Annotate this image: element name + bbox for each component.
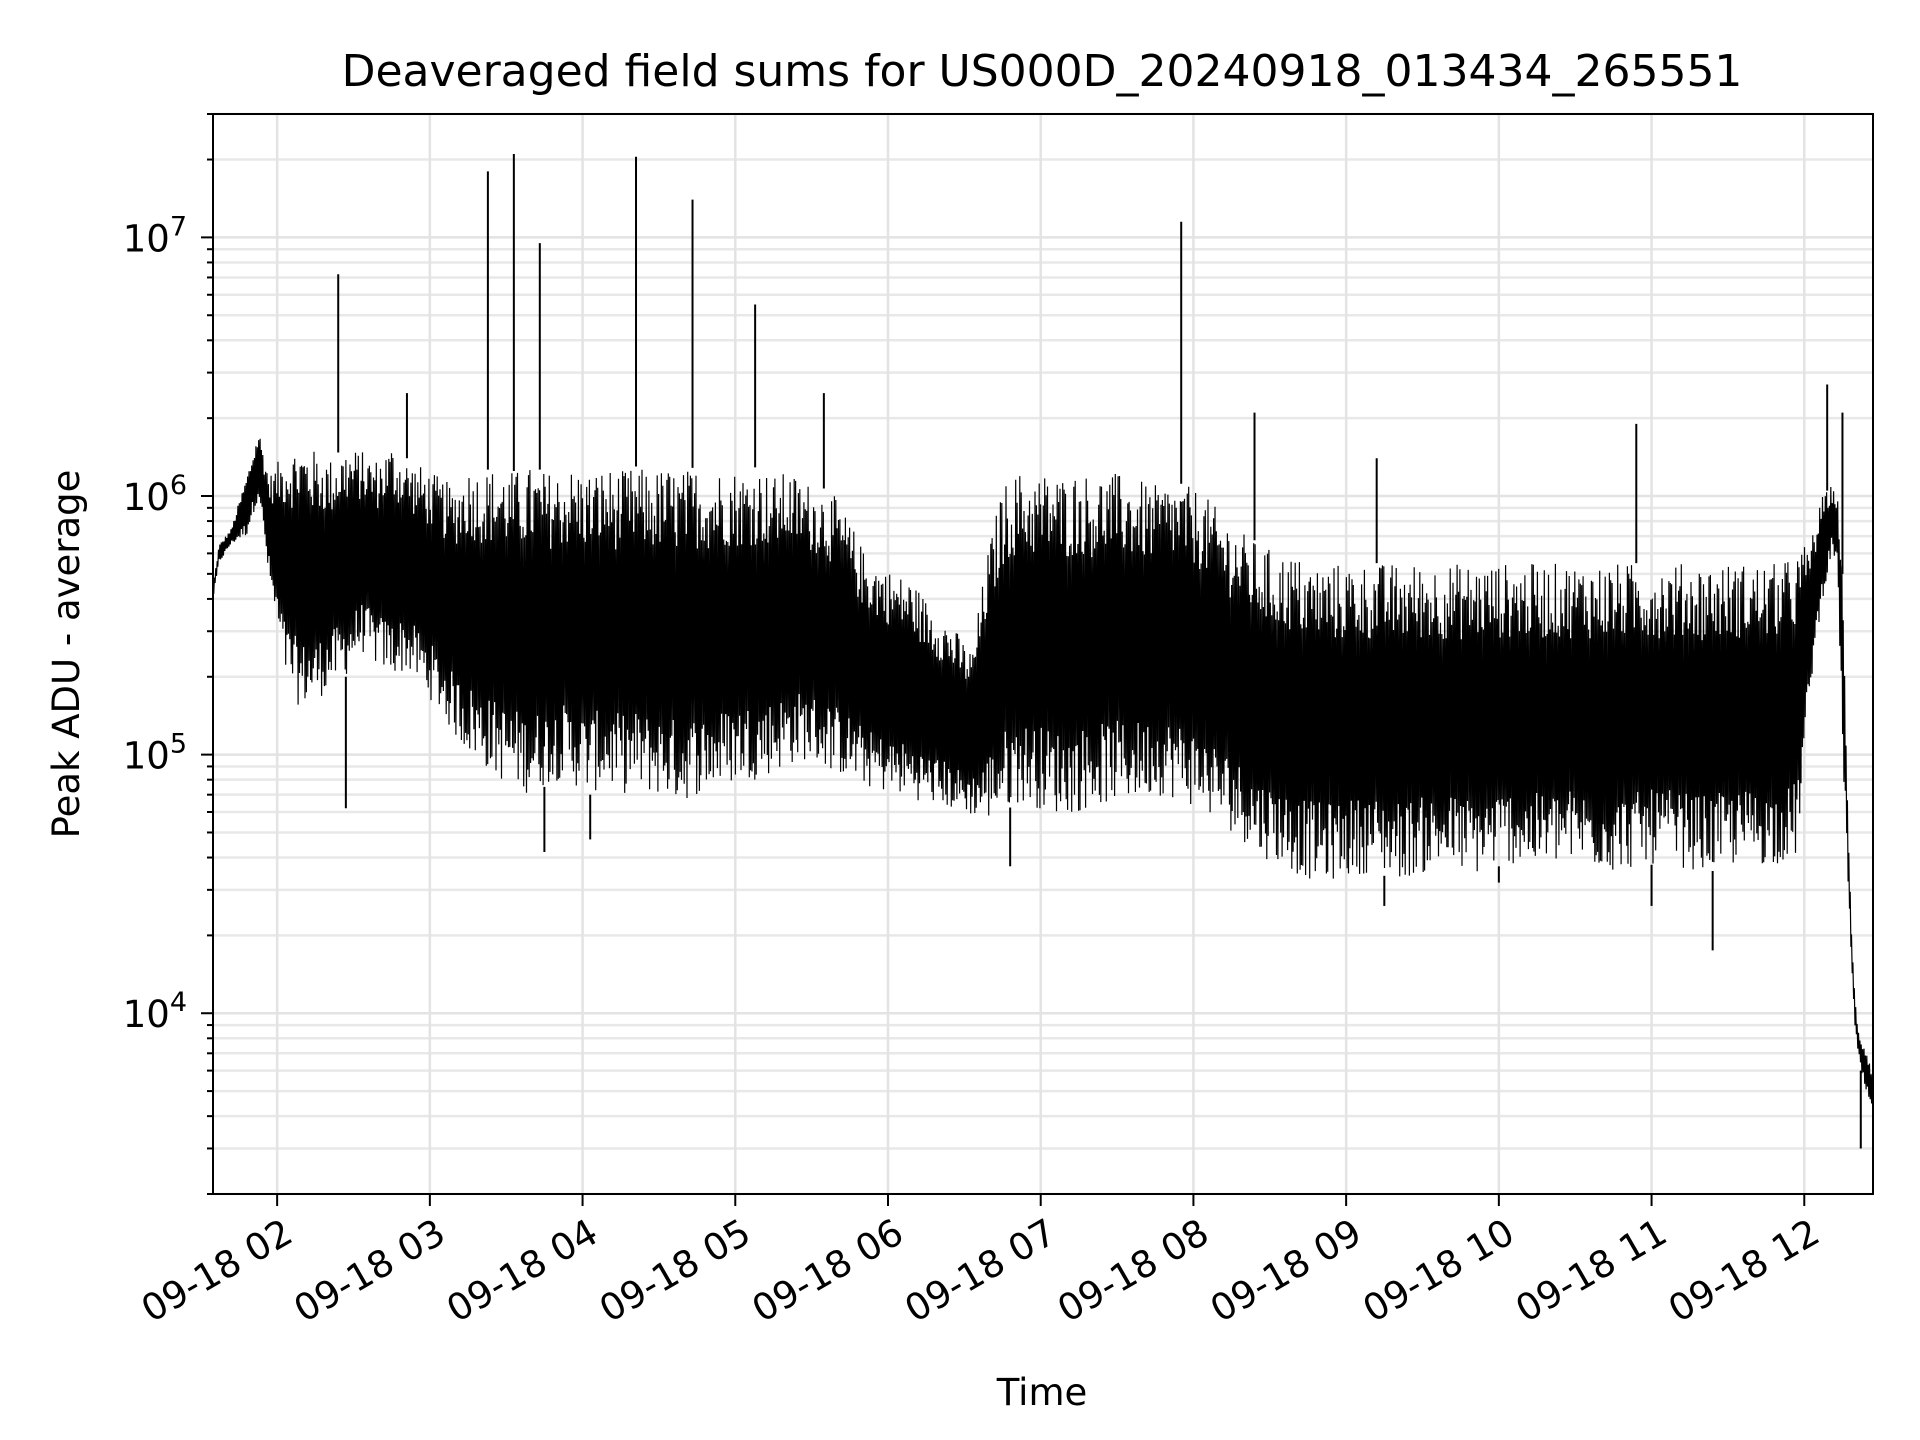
x-tick-label: 09-18 07	[898, 1211, 1064, 1331]
plot-frame	[212, 113, 1874, 1195]
x-tick-label: 09-18 03	[287, 1211, 453, 1331]
series-layer	[212, 154, 1874, 1149]
y-tick-label: 104	[123, 987, 187, 1036]
y-axis-label: Peak ADU - average	[45, 470, 88, 839]
y-tick-label: 105	[123, 729, 187, 778]
y-tick-label: 106	[123, 470, 187, 519]
x-tick-label: 09-18 12	[1661, 1211, 1827, 1331]
x-tick-label: 09-18 10	[1356, 1211, 1522, 1331]
x-tick-label: 09-18 05	[592, 1211, 758, 1331]
x-tick-label: 09-18 08	[1050, 1211, 1216, 1331]
x-axis-label: Time	[996, 1371, 1088, 1414]
y-axis: 104 105 106 107	[123, 113, 213, 1195]
x-tick-label: 09-18 09	[1203, 1211, 1369, 1331]
x-tick-label: 09-18 11	[1508, 1211, 1674, 1331]
x-tick-label: 09-18 04	[439, 1211, 605, 1331]
x-tick-label: 09-18 06	[745, 1211, 911, 1331]
series-trace	[212, 438, 1874, 1107]
y-tick-label: 107	[123, 211, 187, 260]
chart-title: Deaveraged field sums for US000D_2024091…	[342, 46, 1743, 97]
x-tick-label: 09-18 02	[134, 1211, 300, 1331]
